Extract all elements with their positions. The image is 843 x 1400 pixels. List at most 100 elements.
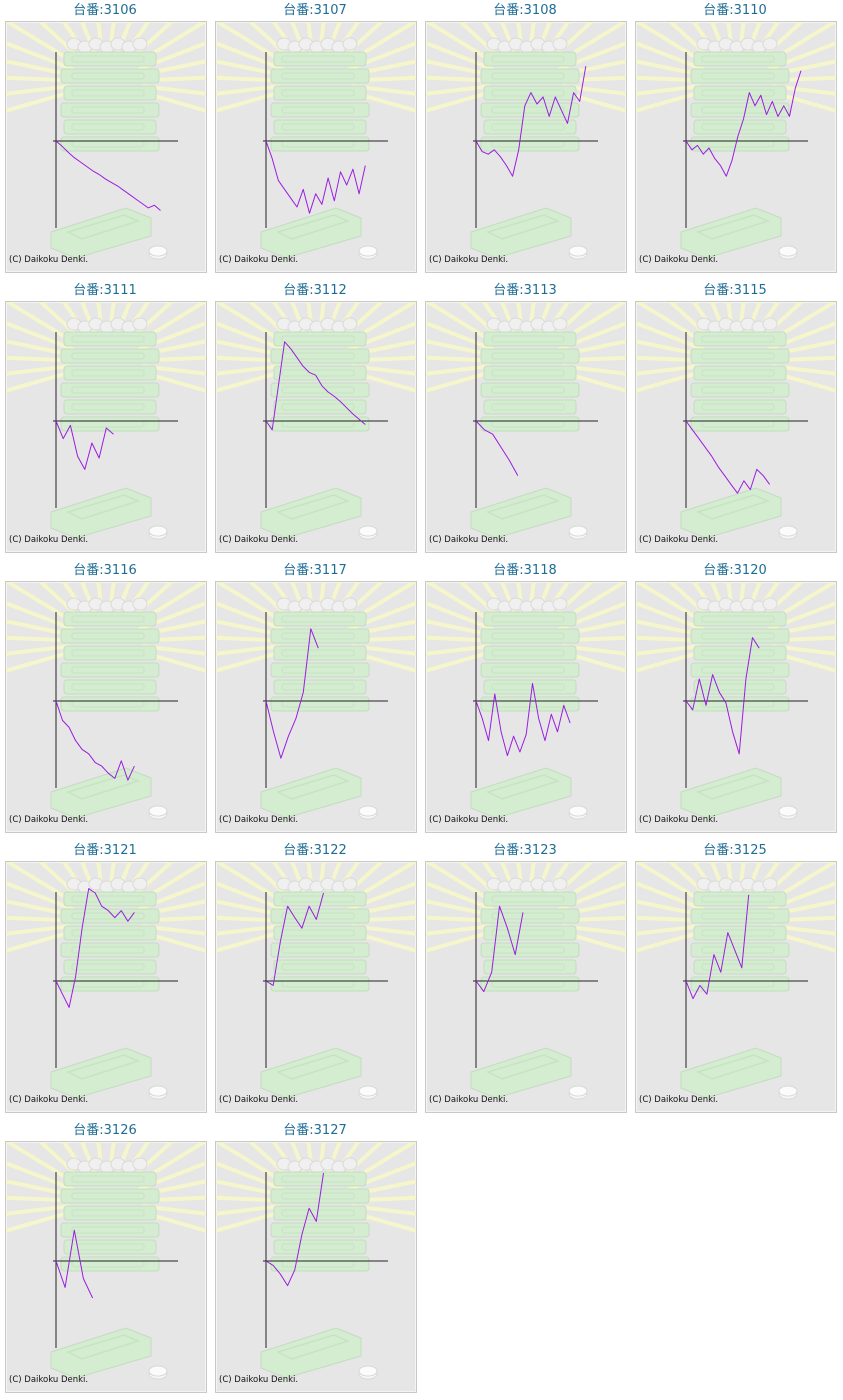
coin-stack-watermark-icon [270, 1157, 370, 1272]
copyright-text: (C) Daikoku Denki. [639, 535, 719, 545]
copyright-text: (C) Daikoku Denki. [429, 815, 509, 825]
copyright-text: (C) Daikoku Denki. [639, 255, 719, 265]
chart-panel: (C) Daikoku Denki. [5, 861, 207, 1113]
machine-number-link[interactable]: 台番:3112 [283, 283, 347, 298]
slump-series-line [265, 140, 366, 214]
machine-number-link[interactable]: 台番:3125 [703, 843, 767, 858]
machine-number-link[interactable]: 台番:3113 [493, 283, 557, 298]
machine-number-link[interactable]: 台番:3106 [73, 3, 137, 18]
coin-stack-watermark-icon [690, 317, 790, 432]
copyright-text: (C) Daikoku Denki. [429, 255, 509, 265]
slump-series-line [55, 888, 135, 1008]
chart-panel: (C) Daikoku Denki. [215, 581, 417, 833]
medal-tray-watermark-icon [470, 767, 588, 820]
coin-stack-watermark-icon [690, 37, 790, 152]
chart-cell: 台番:3121 (C) Daikoku Denki. [0, 840, 210, 1115]
medal-tray-watermark-icon [50, 767, 168, 820]
chart-panel: (C) Daikoku Denki. [425, 861, 627, 1113]
slump-graph-svg [216, 582, 416, 820]
copyright-text: (C) Daikoku Denki. [429, 535, 509, 545]
chart-cell: 台番:3117 (C) Daikoku Denki. [210, 560, 420, 835]
slump-graph-svg [6, 1142, 206, 1380]
slump-graph-svg [636, 862, 836, 1100]
slump-graph-svg [6, 22, 206, 260]
chart-panel: (C) Daikoku Denki. [425, 301, 627, 553]
slump-graph-svg [216, 302, 416, 540]
copyright-text: (C) Daikoku Denki. [219, 255, 299, 265]
chart-cell: 台番:3127 (C) Daikoku Denki. [210, 1120, 420, 1395]
coin-stack-watermark-icon [270, 597, 370, 712]
medal-tray-watermark-icon [50, 1047, 168, 1100]
chart-cell: 台番:3122 (C) Daikoku Denki. [210, 840, 420, 1115]
slump-graph-svg [6, 302, 206, 540]
chart-panel: (C) Daikoku Denki. [215, 1141, 417, 1393]
chart-panel: (C) Daikoku Denki. [635, 21, 837, 273]
chart-panel: (C) Daikoku Denki. [425, 581, 627, 833]
machine-number-link[interactable]: 台番:3118 [493, 563, 557, 578]
slump-graph-svg [426, 22, 626, 260]
machine-number-link[interactable]: 台番:3123 [493, 843, 557, 858]
machine-number-link[interactable]: 台番:3120 [703, 563, 767, 578]
slump-series-line [475, 682, 571, 757]
machine-number-link[interactable]: 台番:3111 [73, 283, 137, 298]
medal-tray-watermark-icon [470, 1047, 588, 1100]
chart-panel: (C) Daikoku Denki. [5, 21, 207, 273]
chart-panel: (C) Daikoku Denki. [215, 301, 417, 553]
medal-tray-watermark-icon [470, 487, 588, 540]
machine-number-link[interactable]: 台番:3121 [73, 843, 137, 858]
chart-cell: 台番:3111 (C) Daikoku Denki. [0, 280, 210, 555]
copyright-text: (C) Daikoku Denki. [219, 535, 299, 545]
slump-series-line [685, 637, 760, 755]
machine-number-link[interactable]: 台番:3116 [73, 563, 137, 578]
chart-cell: 台番:3118 (C) Daikoku Denki. [420, 560, 630, 835]
machine-number-link[interactable]: 台番:3122 [283, 843, 347, 858]
slump-graph-svg [636, 582, 836, 820]
copyright-text: (C) Daikoku Denki. [219, 815, 299, 825]
coin-stack-watermark-icon [270, 877, 370, 992]
slump-series-line [685, 420, 771, 494]
machine-number-link[interactable]: 台番:3110 [703, 3, 767, 18]
medal-tray-watermark-icon [680, 207, 798, 260]
chart-panel: (C) Daikoku Denki. [5, 301, 207, 553]
coin-stack-watermark-icon [690, 597, 790, 712]
machine-number-link[interactable]: 台番:3115 [703, 283, 767, 298]
medal-tray-watermark-icon [260, 207, 378, 260]
copyright-text: (C) Daikoku Denki. [639, 815, 719, 825]
chart-cell: 台番:3107 (C) Daikoku Denki. [210, 0, 420, 275]
machine-number-link[interactable]: 台番:3117 [283, 563, 347, 578]
slump-series-line [55, 1229, 94, 1299]
slump-graph-svg [216, 1142, 416, 1380]
chart-panel: (C) Daikoku Denki. [425, 21, 627, 273]
slump-series-line [475, 420, 519, 476]
slump-series-line [475, 905, 524, 993]
medal-tray-watermark-icon [260, 1327, 378, 1380]
slump-series-line [265, 1172, 324, 1287]
copyright-text: (C) Daikoku Denki. [219, 1095, 299, 1105]
copyright-text: (C) Daikoku Denki. [639, 1095, 719, 1105]
slump-graph-svg [6, 862, 206, 1100]
machine-number-link[interactable]: 台番:3108 [493, 3, 557, 18]
chart-cell: 台番:3115 (C) Daikoku Denki. [630, 280, 840, 555]
medal-tray-watermark-icon [680, 1047, 798, 1100]
slump-series-line [55, 420, 114, 470]
copyright-text: (C) Daikoku Denki. [429, 1095, 509, 1105]
slump-graph-svg [426, 862, 626, 1100]
medal-tray-watermark-icon [260, 487, 378, 540]
slump-graph-svg [216, 22, 416, 260]
machine-number-link[interactable]: 台番:3127 [283, 1123, 347, 1138]
chart-cell: 台番:3116 (C) Daikoku Denki. [0, 560, 210, 835]
slump-graph-svg [636, 302, 836, 540]
slump-series-line [475, 66, 587, 177]
chart-panel: (C) Daikoku Denki. [5, 1141, 207, 1393]
coin-stack-watermark-icon [480, 317, 580, 432]
copyright-text: (C) Daikoku Denki. [219, 1375, 299, 1385]
chart-panel: (C) Daikoku Denki. [215, 21, 417, 273]
machine-number-link[interactable]: 台番:3126 [73, 1123, 137, 1138]
chart-cell: 台番:3125 (C) Daikoku Denki. [630, 840, 840, 1115]
chart-cell: 台番:3126 (C) Daikoku Denki. [0, 1120, 210, 1395]
coin-stack-watermark-icon [60, 1157, 160, 1272]
slump-graph-svg [426, 582, 626, 820]
coin-stack-watermark-icon [480, 37, 580, 152]
slump-series-line [685, 894, 750, 1000]
machine-number-link[interactable]: 台番:3107 [283, 3, 347, 18]
